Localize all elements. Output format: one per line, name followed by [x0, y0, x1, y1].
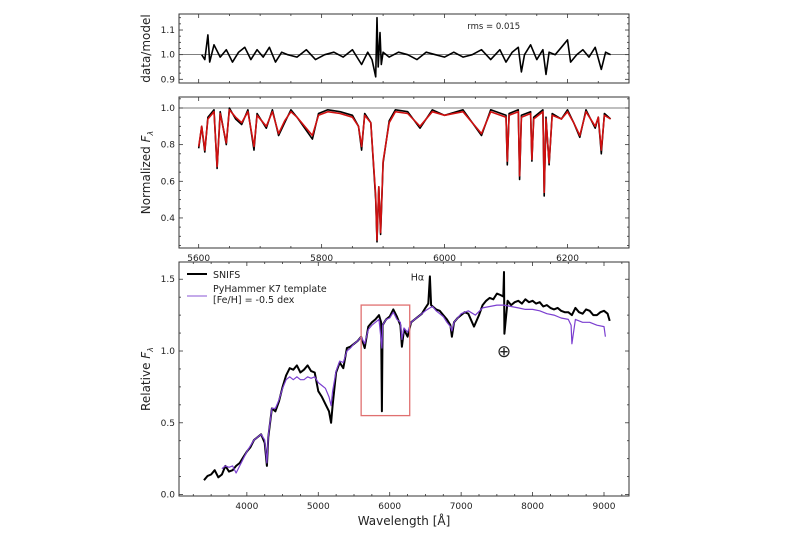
- y-tick-label: 1.0: [161, 104, 176, 114]
- y-axis-label-variable: F: [139, 351, 153, 359]
- legend-label-metallicity: [Fe/H] = -0.5 dex: [213, 295, 295, 306]
- y-tick-label: 0.4: [161, 214, 176, 224]
- relative-flux-panel: 4000 5000 6000 7000 8000 9000 0.0 0.5 1.0 1.5 Rela…: [139, 261, 630, 528]
- y-tick-label: 0.5: [161, 419, 175, 429]
- series-line-pyhammer-k7-template: [221, 304, 606, 474]
- legend-label-snifs: SNIFS: [213, 270, 240, 281]
- y-tick-label: 1.0: [161, 51, 176, 61]
- series-line-model: [197, 109, 612, 241]
- x-tick-label: 6000: [378, 502, 401, 512]
- y-tick-label: 0.0: [161, 491, 176, 501]
- x-tick-label: 5800: [310, 254, 333, 264]
- x-tick-label: 8000: [521, 502, 544, 512]
- series-line-snifs-data: [197, 107, 612, 243]
- legend-label-template: PyHammer K7 template: [213, 284, 327, 295]
- y-axis-label: data/model: [139, 14, 153, 82]
- y-axis-label-subscript: λ: [146, 131, 155, 137]
- x-tick-label: 4000: [235, 502, 258, 512]
- y-tick-label: 1.1: [161, 26, 175, 36]
- x-tick-label: 7000: [450, 502, 473, 512]
- telluric-earth-icon: ⊕: [497, 342, 511, 362]
- zoom-region-box: [360, 304, 411, 417]
- axes-frame: [178, 261, 630, 497]
- x-tick-label: 6200: [556, 254, 579, 264]
- rms-annotation: rms = 0.015: [467, 22, 520, 32]
- series-line-data-model: [201, 16, 611, 78]
- axes-frame: [178, 13, 630, 84]
- x-axis-label: Wavelength [Å]: [358, 513, 451, 528]
- y-axis-label-text: Normalized: [139, 142, 153, 214]
- y-tick-label: 1.0: [161, 347, 176, 357]
- y-axis-label: Relative Fλ: [139, 347, 155, 411]
- halpha-label: Hα: [411, 272, 424, 283]
- residual-panel: 0.9 1.0 1.1 data/model rms = 0.015: [139, 13, 630, 85]
- x-tick-label: 9000: [593, 502, 616, 512]
- y-tick-label: 1.5: [161, 275, 175, 285]
- normalized-flux-panel: 5600 5800 6000 6200 0.4 0.6 0.8 1.0 Normalized F…: [139, 96, 630, 264]
- x-tick-label: 6000: [433, 254, 456, 264]
- y-axis-label: Normalized Fλ: [139, 131, 155, 215]
- y-tick-label: 0.9: [161, 75, 176, 85]
- y-axis-label-variable: F: [139, 134, 153, 142]
- legend: SNIFS PyHammer K7 template[Fe/H] = -0.5 d…: [187, 270, 327, 306]
- y-axis-label-text: Relative: [139, 359, 153, 411]
- y-tick-label: 0.8: [161, 141, 176, 151]
- y-axis-label-subscript: λ: [146, 347, 155, 353]
- x-tick-label: 5600: [187, 254, 210, 264]
- y-tick-label: 0.6: [161, 177, 176, 187]
- x-tick-label: 5000: [307, 502, 330, 512]
